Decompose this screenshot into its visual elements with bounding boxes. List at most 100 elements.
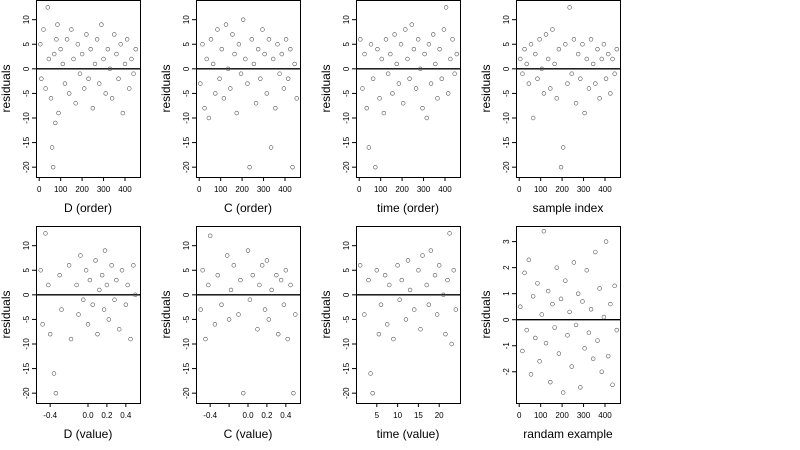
data-point bbox=[68, 336, 74, 342]
data-point bbox=[247, 164, 252, 170]
data-point bbox=[558, 296, 564, 302]
x-axis-label: C (value) bbox=[224, 427, 273, 441]
x-tick-label: 0 bbox=[37, 185, 42, 194]
data-point bbox=[409, 22, 414, 27]
y-tick-label: 0 bbox=[342, 66, 351, 71]
data-point bbox=[69, 27, 74, 32]
data-point bbox=[358, 37, 363, 42]
data-point bbox=[59, 307, 64, 312]
data-point bbox=[405, 56, 410, 62]
y-tick-label: 0 bbox=[502, 66, 511, 71]
y-axis-label: residuals bbox=[479, 64, 493, 112]
y-tick-label: -10 bbox=[342, 338, 351, 350]
data-point bbox=[593, 249, 598, 255]
data-point bbox=[204, 56, 209, 62]
data-point bbox=[232, 51, 237, 57]
data-point bbox=[597, 286, 602, 291]
data-point bbox=[535, 281, 540, 286]
y-axis-label: residuals bbox=[159, 290, 173, 338]
data-point bbox=[54, 37, 59, 42]
data-point bbox=[608, 91, 613, 96]
data-point bbox=[399, 277, 404, 283]
x-tick-label: 100 bbox=[534, 411, 548, 420]
y-tick-label: -5 bbox=[342, 89, 351, 97]
data-point bbox=[215, 272, 220, 278]
x-tick-label: 0.2 bbox=[261, 411, 273, 420]
points-group bbox=[38, 231, 138, 396]
x-tick-label: 200 bbox=[555, 185, 569, 194]
data-point bbox=[40, 322, 45, 327]
x-axis-label: randam example bbox=[523, 427, 613, 441]
x-tick-label: 200 bbox=[75, 185, 89, 194]
x-tick-label: 0.4 bbox=[120, 411, 132, 420]
plot-frame bbox=[196, 226, 301, 404]
data-point bbox=[582, 346, 587, 351]
data-point bbox=[603, 76, 609, 81]
data-point bbox=[247, 297, 253, 302]
data-point bbox=[394, 61, 399, 67]
data-point bbox=[370, 76, 376, 81]
data-point bbox=[208, 37, 214, 42]
data-point bbox=[124, 37, 130, 42]
data-point bbox=[293, 312, 298, 317]
data-point bbox=[571, 260, 577, 265]
y-tick-label: -10 bbox=[182, 112, 191, 124]
data-point bbox=[47, 331, 53, 337]
data-point bbox=[283, 37, 289, 42]
data-point bbox=[575, 291, 581, 296]
data-point bbox=[288, 46, 293, 52]
data-point bbox=[269, 287, 274, 293]
data-point bbox=[599, 369, 604, 374]
data-point bbox=[94, 37, 100, 42]
data-point bbox=[279, 51, 284, 57]
points-group bbox=[518, 5, 619, 170]
data-point bbox=[418, 66, 423, 72]
data-point bbox=[366, 145, 372, 150]
y-tick-label: -10 bbox=[22, 112, 31, 124]
y-tick-label: 10 bbox=[342, 15, 351, 24]
x-tick-label: 10 bbox=[393, 411, 402, 420]
data-point bbox=[360, 86, 365, 91]
data-point bbox=[107, 66, 113, 72]
plot-frame bbox=[516, 0, 621, 178]
data-point bbox=[560, 390, 566, 395]
data-point bbox=[395, 263, 400, 268]
panel-5: -0.4 0.0 0.2 0.4 -20 -15 -10 -5 0 5 10 D (value) res… bbox=[0, 226, 141, 441]
data-point bbox=[262, 51, 267, 57]
x-tick-label: -0.4 bbox=[43, 411, 57, 420]
data-point bbox=[71, 56, 76, 62]
y-tick-label: -15 bbox=[342, 362, 351, 374]
data-point bbox=[452, 71, 457, 76]
data-point bbox=[223, 22, 229, 27]
data-point bbox=[426, 302, 431, 307]
data-point bbox=[537, 359, 542, 364]
y-tick-label: 0 bbox=[342, 292, 351, 297]
data-point bbox=[578, 385, 583, 390]
data-point bbox=[595, 46, 600, 52]
x-tick-label: 20 bbox=[435, 411, 444, 420]
data-point bbox=[383, 37, 389, 42]
data-point bbox=[292, 61, 297, 67]
data-point bbox=[381, 110, 387, 116]
y-tick-label: 0 bbox=[502, 317, 511, 322]
data-point bbox=[238, 277, 243, 283]
data-point bbox=[101, 307, 107, 312]
data-point bbox=[133, 292, 138, 298]
data-point bbox=[210, 61, 216, 67]
data-point bbox=[385, 322, 390, 327]
data-point bbox=[522, 46, 527, 52]
plot-frame bbox=[356, 226, 461, 404]
data-point bbox=[543, 340, 549, 346]
data-point bbox=[530, 294, 536, 299]
panel-6: -0.4 0.0 0.2 0.4 -20 -15 -10 -5 0 5 10 C (value) res… bbox=[159, 226, 301, 441]
data-point bbox=[85, 322, 91, 327]
data-point bbox=[403, 27, 408, 32]
data-point bbox=[109, 263, 114, 268]
x-tick-label: 5 bbox=[375, 411, 380, 420]
data-point bbox=[122, 61, 128, 67]
y-tick-label: 10 bbox=[502, 15, 511, 24]
data-point bbox=[200, 42, 205, 47]
data-point bbox=[426, 42, 432, 47]
data-point bbox=[231, 263, 237, 268]
